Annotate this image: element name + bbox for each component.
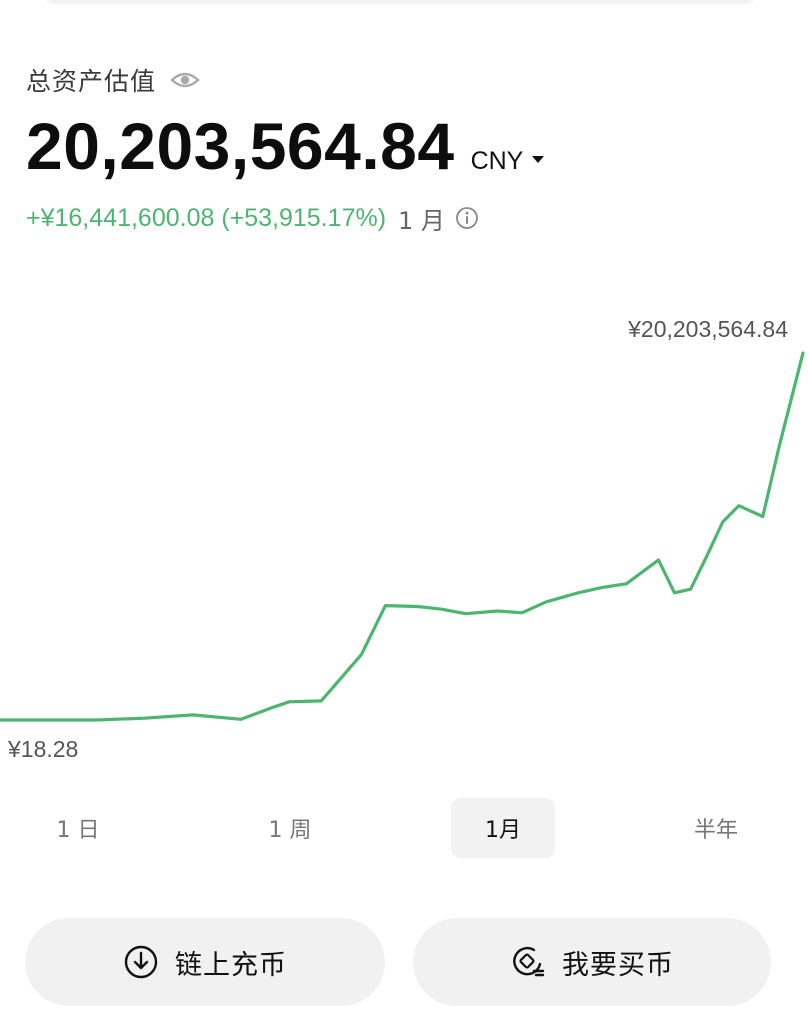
pnl-change: +¥16,441,600.08 (+53,915.17%)	[26, 203, 387, 232]
pnl-row: +¥16,441,600.08 (+53,915.17%) 1 月	[26, 200, 479, 236]
chart-min-label: ¥18.28	[8, 736, 79, 762]
buy-coin-icon	[510, 944, 546, 980]
asset-line-chart	[0, 351, 805, 722]
total-value: 20,203,564.84	[26, 109, 455, 183]
pnl-period: 1 月	[398, 206, 445, 235]
asset-value-line	[0, 351, 805, 722]
top-card-edge	[45, 0, 755, 4]
tab-1-week[interactable]: 1 周	[268, 818, 312, 843]
tab-1-day[interactable]: 1 日	[56, 818, 100, 843]
eye-icon[interactable]	[170, 70, 200, 90]
total-assets-label: 总资产估值	[26, 67, 157, 96]
total-assets-header: 总资产估值	[26, 62, 200, 98]
tab-1-month[interactable]: 1月	[451, 798, 555, 858]
download-icon	[123, 944, 159, 980]
deposit-onchain-button[interactable]: 链上充币	[25, 918, 385, 1006]
buy-crypto-label: 我要买币	[562, 949, 674, 981]
caret-down-icon[interactable]	[532, 156, 545, 163]
info-icon[interactable]	[455, 206, 479, 230]
buy-crypto-button[interactable]: 我要买币	[413, 918, 771, 1006]
total-value-row: 20,203,564.84 CNY	[26, 108, 545, 188]
deposit-onchain-label: 链上充币	[175, 949, 287, 981]
chart-max-label: ¥20,203,564.84	[628, 316, 788, 342]
currency-selector[interactable]: CNY	[470, 147, 524, 175]
period-tabs: 1 日 1 周 1月 半年	[0, 798, 808, 858]
tab-half-year[interactable]: 半年	[693, 818, 738, 843]
